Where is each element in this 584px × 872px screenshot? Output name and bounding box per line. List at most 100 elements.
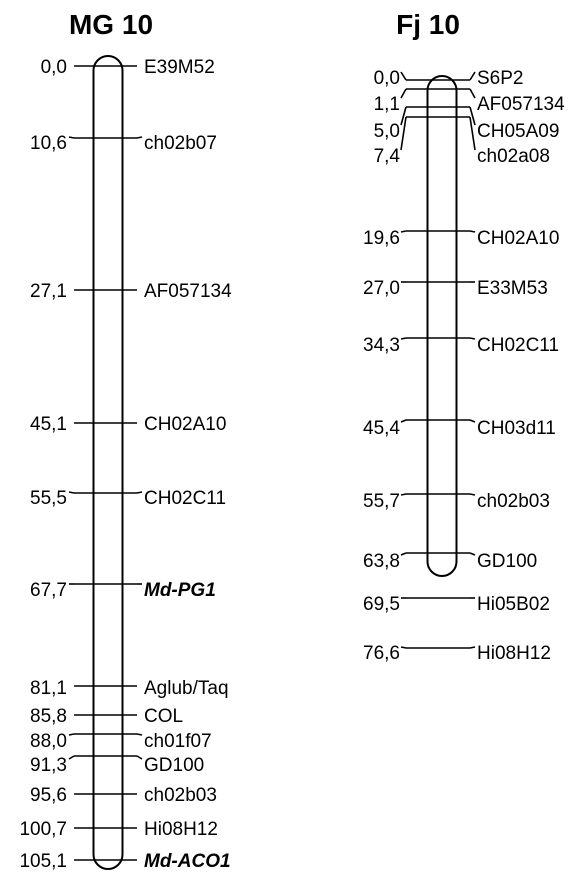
marker-leader-line: [136, 733, 143, 736]
marker-position: 67,7: [30, 580, 67, 601]
marker-row: 88,0 ch01f07: [30, 731, 212, 752]
position-leader-line: [400, 337, 407, 340]
marker-name: E39M52: [144, 57, 215, 78]
marker-leader-line: [469, 88, 476, 99]
marker-position: 0,0: [41, 57, 67, 78]
marker-leader-line: [469, 71, 476, 81]
marker-name: E33M53: [477, 278, 548, 299]
marker-name: AF057134: [477, 94, 565, 115]
marker-name: GD100: [144, 755, 204, 776]
position-leader-line: [400, 493, 407, 496]
marker-name: S6P2: [477, 68, 523, 89]
marker-position: 5,0: [374, 121, 400, 142]
marker-row: 7,4 ch02a08: [374, 116, 550, 167]
marker-row: 10,6 ch02b07: [30, 133, 217, 154]
marker-leader-line: [136, 491, 143, 494]
marker-leader-line: [469, 646, 476, 649]
marker-name: ch01f07: [144, 731, 212, 752]
marker-name: COL: [144, 706, 183, 727]
marker-row: 85,8 COL: [30, 706, 183, 727]
marker-position: 105,1: [19, 851, 67, 872]
marker-name: ch02b03: [144, 785, 217, 806]
marker-position: 69,5: [363, 594, 400, 615]
marker-position: 55,7: [363, 491, 400, 512]
marker-row: 19,6 CH02A10: [363, 228, 559, 249]
marker-position: 19,6: [363, 228, 400, 249]
marker-row: 55,7 ch02b03: [363, 491, 550, 512]
marker-rows: 0,0 E39M52 10,6 ch02b07 27,1 AF057134 45,1 CH02…: [19, 57, 232, 872]
marker-position: 81,1: [30, 678, 67, 699]
marker-leader-line: [469, 337, 476, 340]
marker-row: 27,0 E33M53: [363, 278, 548, 299]
position-leader-line: [400, 71, 407, 81]
marker-leader-line: [469, 106, 476, 126]
position-leader-line: [400, 552, 407, 556]
marker-position: 45,4: [363, 418, 400, 439]
position-leader-line: [68, 491, 75, 494]
position-leader-line: [400, 88, 407, 99]
marker-name: CH02A10: [477, 228, 559, 249]
marker-position: 10,6: [30, 133, 67, 154]
marker-position: 85,8: [30, 706, 67, 727]
marker-row: 76,6 Hi08H12: [363, 643, 551, 664]
linkage-group-fj10: Fj 10 0,0 S6P2 1,1 AF057134 5,0 CH05A09 7,4 ch0…: [363, 9, 565, 664]
marker-name: ch02b03: [477, 491, 550, 512]
marker-row: 67,7 Md-PG1: [30, 580, 216, 601]
marker-leader-line: [469, 116, 476, 151]
marker-name: ch02b07: [144, 133, 217, 154]
marker-row: 27,1 AF057134: [30, 281, 232, 302]
marker-position: 76,6: [363, 643, 400, 664]
chromosome-bar: [426, 75, 458, 577]
marker-leader-line: [136, 755, 143, 760]
marker-row: 69,5 Hi05B02: [363, 594, 550, 615]
marker-row: 1,1 AF057134: [374, 88, 565, 115]
position-leader-line: [400, 116, 407, 151]
marker-rows: 0,0 S6P2 1,1 AF057134 5,0 CH05A09 7,4 ch02a08 19…: [363, 68, 565, 664]
position-leader-line: [400, 230, 407, 233]
marker-name: Hi05B02: [477, 594, 550, 615]
marker-name: CH02A10: [144, 414, 226, 435]
marker-name: Hi08H12: [477, 643, 551, 664]
position-leader-line: [68, 755, 75, 760]
position-leader-line: [400, 106, 407, 126]
marker-position: 91,3: [30, 755, 67, 776]
chromosome-bar: [92, 55, 124, 870]
marker-position: 27,1: [30, 281, 67, 302]
marker-leader-line: [469, 419, 476, 423]
marker-name: CH03d11: [477, 418, 556, 439]
marker-row: 34,3 CH02C11: [363, 335, 559, 356]
marker-name: Hi08H12: [144, 819, 218, 840]
marker-row: 81,1 Aglub/Taq: [30, 678, 229, 699]
marker-position: 45,1: [30, 414, 67, 435]
marker-row: 100,7 Hi08H12: [19, 819, 217, 840]
marker-leader-line: [136, 136, 143, 139]
marker-row: 91,3 GD100: [30, 755, 204, 776]
linkage-group-title: MG 10: [69, 9, 153, 40]
position-leader-line: [400, 419, 407, 423]
marker-name: GD100: [477, 551, 537, 572]
marker-row: 0,0 E39M52: [41, 57, 215, 78]
marker-name: Aglub/Taq: [144, 678, 229, 699]
marker-position: 95,6: [30, 785, 67, 806]
position-leader-line: [68, 733, 75, 736]
position-leader-line: [68, 136, 75, 139]
marker-position: 0,0: [374, 68, 400, 89]
position-leader-line: [400, 646, 407, 649]
marker-position: 27,0: [363, 278, 400, 299]
marker-name: ch02a08: [477, 146, 550, 167]
marker-row: 45,4 CH03d11: [363, 418, 556, 439]
marker-name: CH02C11: [477, 335, 559, 356]
marker-name: Md-PG1: [144, 580, 216, 601]
marker-name: CH02C11: [144, 488, 226, 509]
marker-position: 88,0: [30, 731, 67, 752]
marker-name: CH05A09: [477, 121, 559, 142]
marker-position: 55,5: [30, 488, 67, 509]
marker-position: 34,3: [363, 335, 400, 356]
linkage-group-mg10: MG 10 0,0 E39M52 10,6 ch02b07 27,1 AF057134 45…: [19, 9, 232, 872]
marker-name: AF057134: [144, 281, 232, 302]
marker-position: 63,8: [363, 551, 400, 572]
marker-row: 55,5 CH02C11: [30, 488, 226, 509]
marker-name: Md-ACO1: [144, 851, 231, 872]
marker-row: 45,1 CH02A10: [30, 414, 226, 435]
